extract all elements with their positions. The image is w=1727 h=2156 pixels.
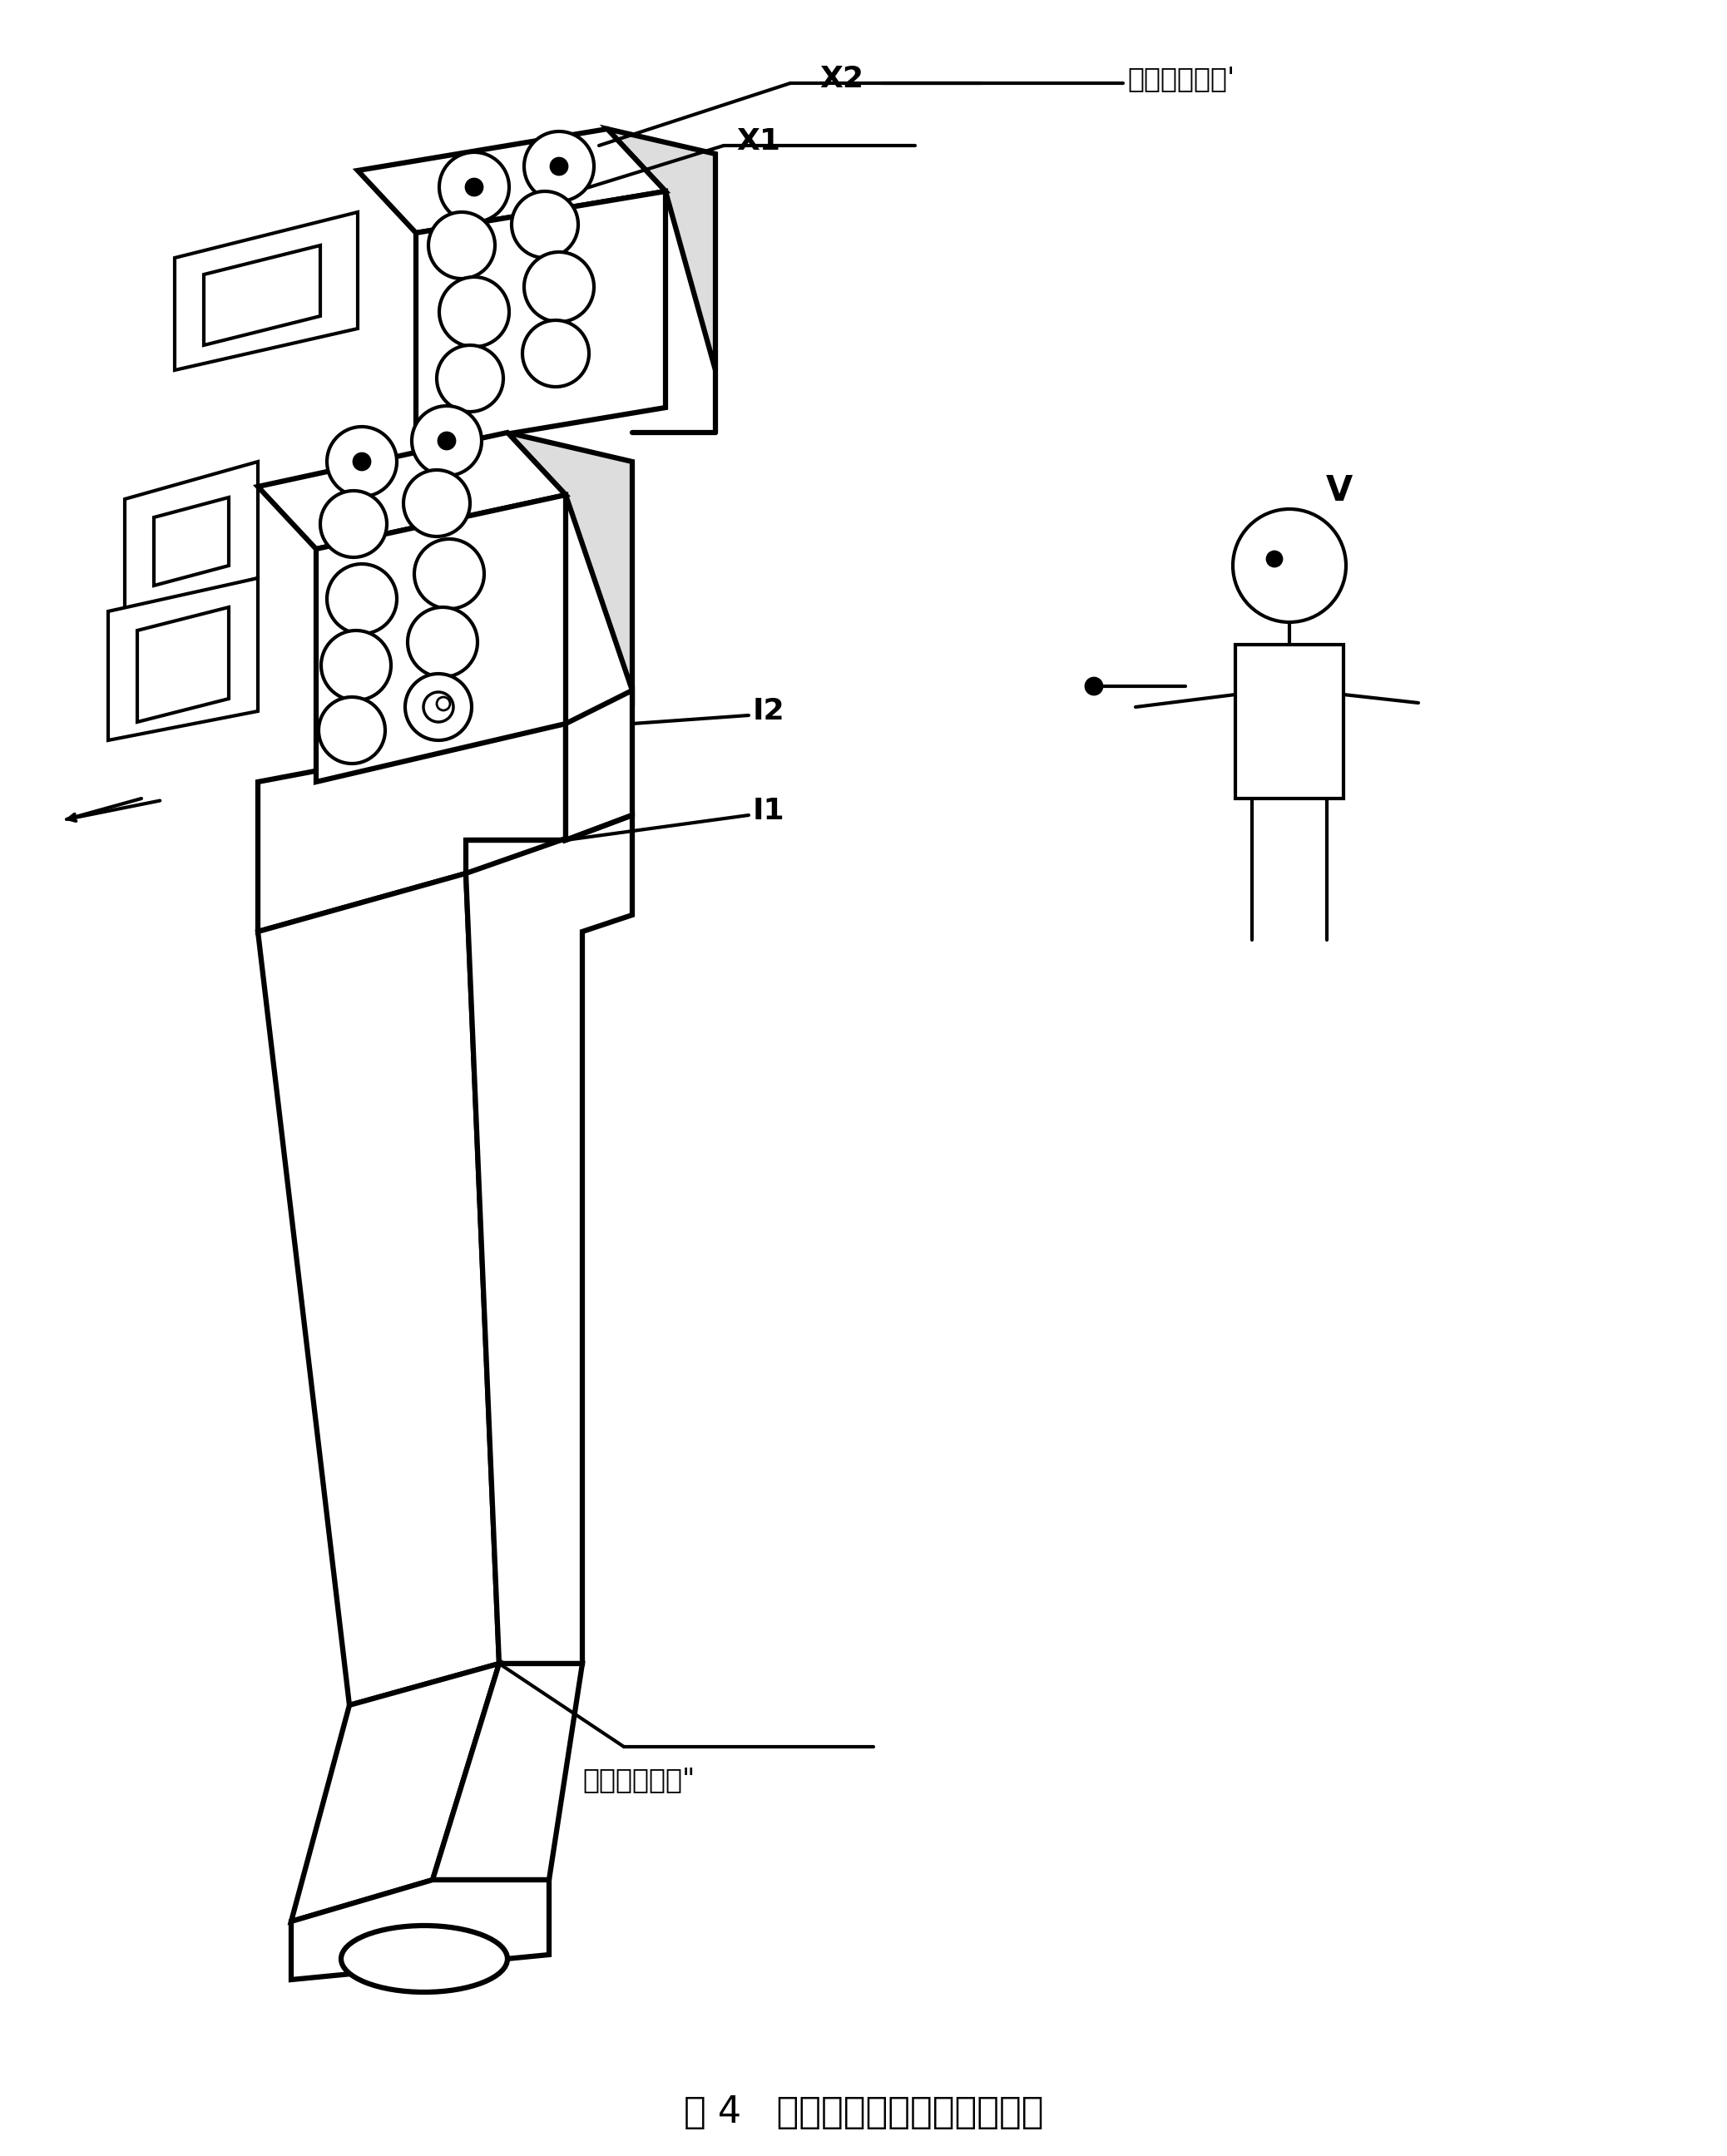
Circle shape [437, 696, 451, 709]
Polygon shape [154, 498, 228, 586]
Polygon shape [508, 433, 632, 690]
Circle shape [414, 539, 484, 608]
Circle shape [1233, 509, 1345, 623]
Circle shape [318, 696, 385, 763]
Text: I2: I2 [753, 696, 786, 724]
Text: 气门按排排列': 气门按排排列' [1128, 65, 1235, 93]
Text: V: V [1326, 474, 1352, 509]
Circle shape [411, 405, 482, 476]
Circle shape [439, 153, 509, 222]
Polygon shape [608, 129, 715, 371]
Polygon shape [466, 815, 632, 1664]
Polygon shape [257, 873, 499, 1705]
Polygon shape [432, 1664, 582, 1880]
Polygon shape [292, 1664, 499, 1921]
Circle shape [439, 276, 509, 347]
Circle shape [423, 692, 454, 722]
Text: 图 4   直列式内燃机观察者的位置: 图 4 直列式内燃机观察者的位置 [684, 2096, 1043, 2130]
Polygon shape [257, 433, 566, 550]
Circle shape [406, 673, 471, 740]
Text: X2: X2 [819, 65, 864, 93]
Polygon shape [1235, 645, 1344, 798]
Text: 气门按列排列": 气门按列排列" [582, 1766, 694, 1794]
Circle shape [437, 345, 503, 412]
Circle shape [1268, 552, 1281, 567]
Polygon shape [124, 461, 257, 612]
Circle shape [404, 470, 470, 537]
Circle shape [523, 252, 594, 321]
Circle shape [354, 453, 370, 470]
Ellipse shape [340, 1925, 508, 1992]
Circle shape [551, 157, 568, 175]
Text: X1: X1 [736, 127, 781, 155]
Polygon shape [416, 192, 665, 448]
Polygon shape [357, 129, 665, 233]
Circle shape [511, 192, 579, 259]
Polygon shape [316, 496, 566, 783]
Polygon shape [174, 211, 357, 371]
Polygon shape [204, 246, 319, 345]
Polygon shape [566, 690, 632, 841]
Circle shape [408, 608, 477, 677]
Circle shape [1086, 677, 1102, 694]
Circle shape [523, 321, 589, 386]
Circle shape [466, 179, 482, 196]
Circle shape [439, 433, 454, 448]
Circle shape [428, 211, 496, 278]
Text: I1: I1 [753, 798, 786, 826]
Polygon shape [292, 1880, 549, 1979]
Polygon shape [136, 608, 228, 722]
Circle shape [319, 492, 387, 556]
Circle shape [326, 565, 397, 634]
Circle shape [523, 132, 594, 201]
Polygon shape [257, 724, 566, 931]
Circle shape [321, 630, 390, 701]
Circle shape [326, 427, 397, 496]
Polygon shape [109, 578, 257, 740]
